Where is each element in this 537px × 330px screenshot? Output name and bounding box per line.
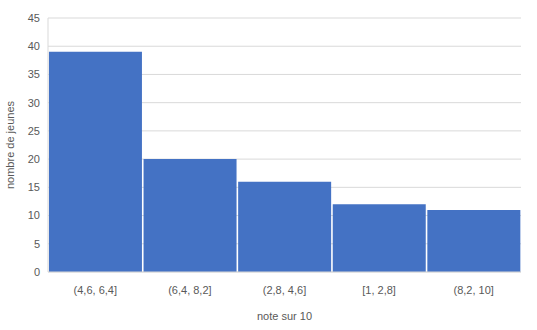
svg-text:40: 40 [28,40,40,52]
svg-text:5: 5 [34,238,40,250]
svg-text:15: 15 [28,181,40,193]
svg-text:35: 35 [28,68,40,80]
svg-text:0: 0 [34,266,40,278]
svg-text:25: 25 [28,125,40,137]
svg-text:45: 45 [28,12,40,24]
svg-text:(8,2, 10]: (8,2, 10] [454,284,494,296]
svg-text:(2,8, 4,6]: (2,8, 4,6] [263,284,306,296]
svg-text:(6,4, 8,2]: (6,4, 8,2] [168,284,211,296]
svg-text:[1, 2,8]: [1, 2,8] [362,284,396,296]
svg-text:note sur 10: note sur 10 [257,310,312,322]
svg-text:30: 30 [28,97,40,109]
svg-text:20: 20 [28,153,40,165]
svg-text:10: 10 [28,209,40,221]
svg-text:(4,6, 6,4]: (4,6, 6,4] [74,284,117,296]
svg-text:nombre de jeunes: nombre de jeunes [8,100,16,189]
